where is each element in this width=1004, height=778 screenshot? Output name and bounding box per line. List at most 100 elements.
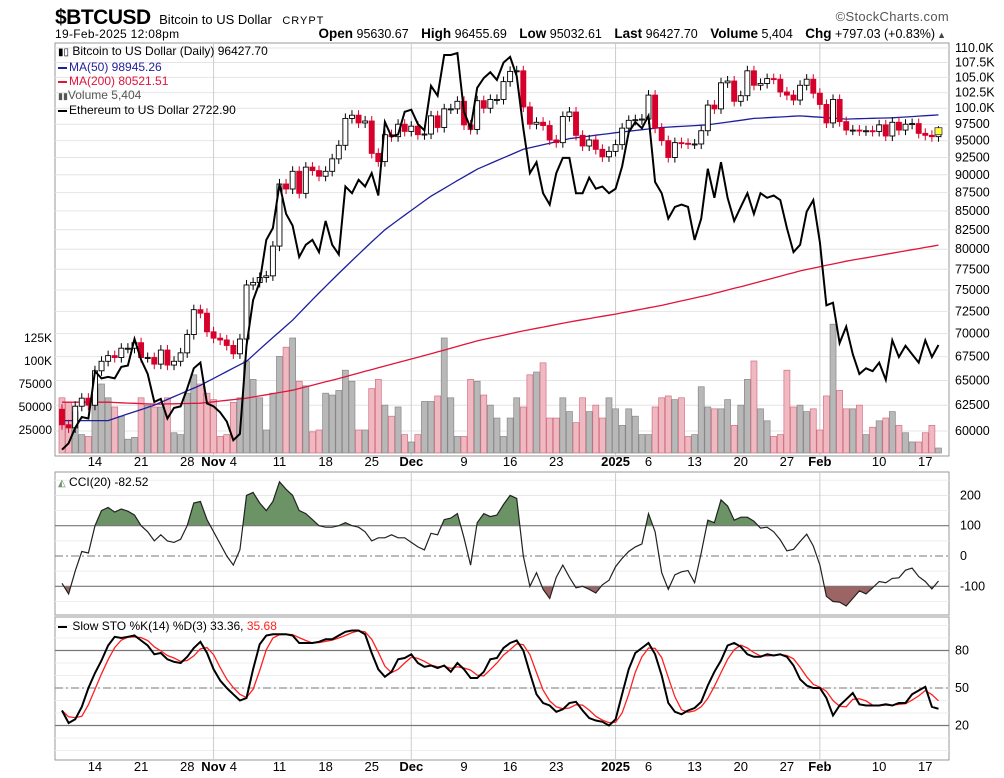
volume-bar	[487, 404, 494, 454]
candle	[863, 130, 869, 133]
stockcharts-logo[interactable]: ©StockCharts.com	[835, 9, 949, 24]
date-tick-label: 18	[318, 454, 332, 469]
candle	[124, 347, 131, 350]
price-tick-label: 107.5K	[955, 56, 995, 70]
volume-bar	[421, 401, 428, 454]
legend-price-text: Bitcoin to US Dollar (Daily) 96427.70	[72, 44, 268, 58]
volume-bar	[276, 356, 283, 454]
volume-bar	[216, 436, 224, 454]
volume-tick-label: 100K	[24, 354, 52, 368]
volume-bar	[618, 425, 626, 454]
price-tick-label: 97500	[955, 117, 990, 131]
price-tick-label: 105.0K	[955, 70, 995, 84]
date-tick-label: 2025	[601, 454, 630, 469]
candle	[638, 118, 645, 121]
candle	[395, 123, 402, 138]
candle	[118, 347, 125, 358]
candle	[790, 94, 797, 101]
volume-bar	[394, 406, 402, 454]
date-tick-label: Feb	[808, 759, 831, 774]
legend-volume-text: Volume 5,404	[67, 88, 142, 102]
candle	[764, 78, 771, 84]
legend-ma200-text: MA(200) 80521.51	[69, 74, 169, 88]
price-tick-label: 100.0K	[955, 101, 995, 115]
candle	[177, 352, 184, 362]
candle	[190, 309, 197, 335]
volume-bar	[585, 411, 593, 454]
volume-bar	[928, 425, 936, 454]
candle	[368, 120, 375, 154]
volume-bar	[164, 397, 171, 454]
open-value: 95630.67	[356, 27, 409, 41]
candle	[592, 139, 599, 150]
up-arrow-icon: ▲	[937, 30, 946, 40]
candle	[111, 355, 118, 358]
price-tick-label: 70000	[955, 327, 990, 341]
volume-bar	[684, 436, 692, 454]
legend-ma50-text: MA(50) 98945.26	[69, 60, 162, 74]
volume-bar	[460, 436, 468, 454]
volume-bar	[229, 402, 237, 454]
candle	[724, 80, 731, 84]
date-tick-label: 25	[364, 759, 378, 774]
candle	[843, 121, 850, 131]
volume-tick-label: 50000	[19, 400, 53, 414]
volume-bar	[935, 447, 942, 454]
volume-bar	[440, 337, 448, 454]
candle	[447, 108, 454, 111]
legend-sto-text: Slow STO %K(14) %D(3) 33.36,	[72, 619, 244, 633]
volume-bar	[691, 434, 698, 454]
volume-bar	[480, 394, 488, 454]
chg-label: Chg	[805, 26, 832, 41]
candle	[309, 166, 316, 172]
date-tick-label: 2025	[601, 759, 630, 774]
volume-bar	[342, 369, 349, 454]
volume-bar	[638, 434, 646, 454]
candle	[533, 121, 540, 125]
candle	[65, 424, 72, 429]
volume-bar	[190, 374, 198, 454]
cci-tick-label: -100	[960, 579, 985, 593]
price-tick-label: 62500	[955, 398, 990, 412]
candle	[678, 142, 685, 145]
high-value: 96455.69	[454, 27, 507, 41]
candle	[658, 127, 665, 142]
volume-bar	[783, 369, 791, 454]
volume-bar	[131, 437, 138, 454]
date-tick-label: 10	[872, 759, 886, 774]
candle	[882, 124, 889, 137]
candle	[737, 95, 744, 102]
legend-eth: Ethereum to US Dollar 2722.90	[58, 103, 268, 117]
candle	[105, 355, 112, 362]
volume-bar	[473, 380, 481, 454]
volume-bar	[678, 397, 685, 454]
volume-bar	[368, 388, 376, 454]
price-tick-label: 87500	[955, 186, 990, 200]
candle	[197, 309, 204, 314]
candle	[783, 91, 790, 96]
candle	[342, 117, 349, 146]
date-tick-label: Nov	[201, 454, 226, 469]
volume-bar	[658, 397, 666, 454]
candle	[480, 100, 487, 109]
date-tick-label: 4	[230, 759, 237, 774]
price-tick-label: 85000	[955, 204, 990, 218]
candle	[283, 183, 290, 190]
volume-bar	[902, 432, 909, 454]
candle	[408, 125, 415, 132]
volume-bar	[124, 438, 132, 454]
price-tick-label: 75000	[955, 283, 990, 297]
price-tick-label: 77500	[955, 262, 990, 276]
price-tick-label: 102.5K	[955, 86, 995, 100]
date-tick-label: 17	[918, 454, 932, 469]
volume-bar	[612, 408, 619, 454]
date-tick-label: 9	[460, 454, 467, 469]
candle	[579, 134, 586, 147]
volume-bar	[559, 397, 567, 454]
volume-bar	[750, 360, 758, 454]
volume-bar	[849, 408, 857, 454]
volume-bar	[500, 436, 507, 454]
date-tick-label: 23	[549, 454, 563, 469]
symbol-name: Bitcoin to US Dollar	[159, 12, 272, 27]
